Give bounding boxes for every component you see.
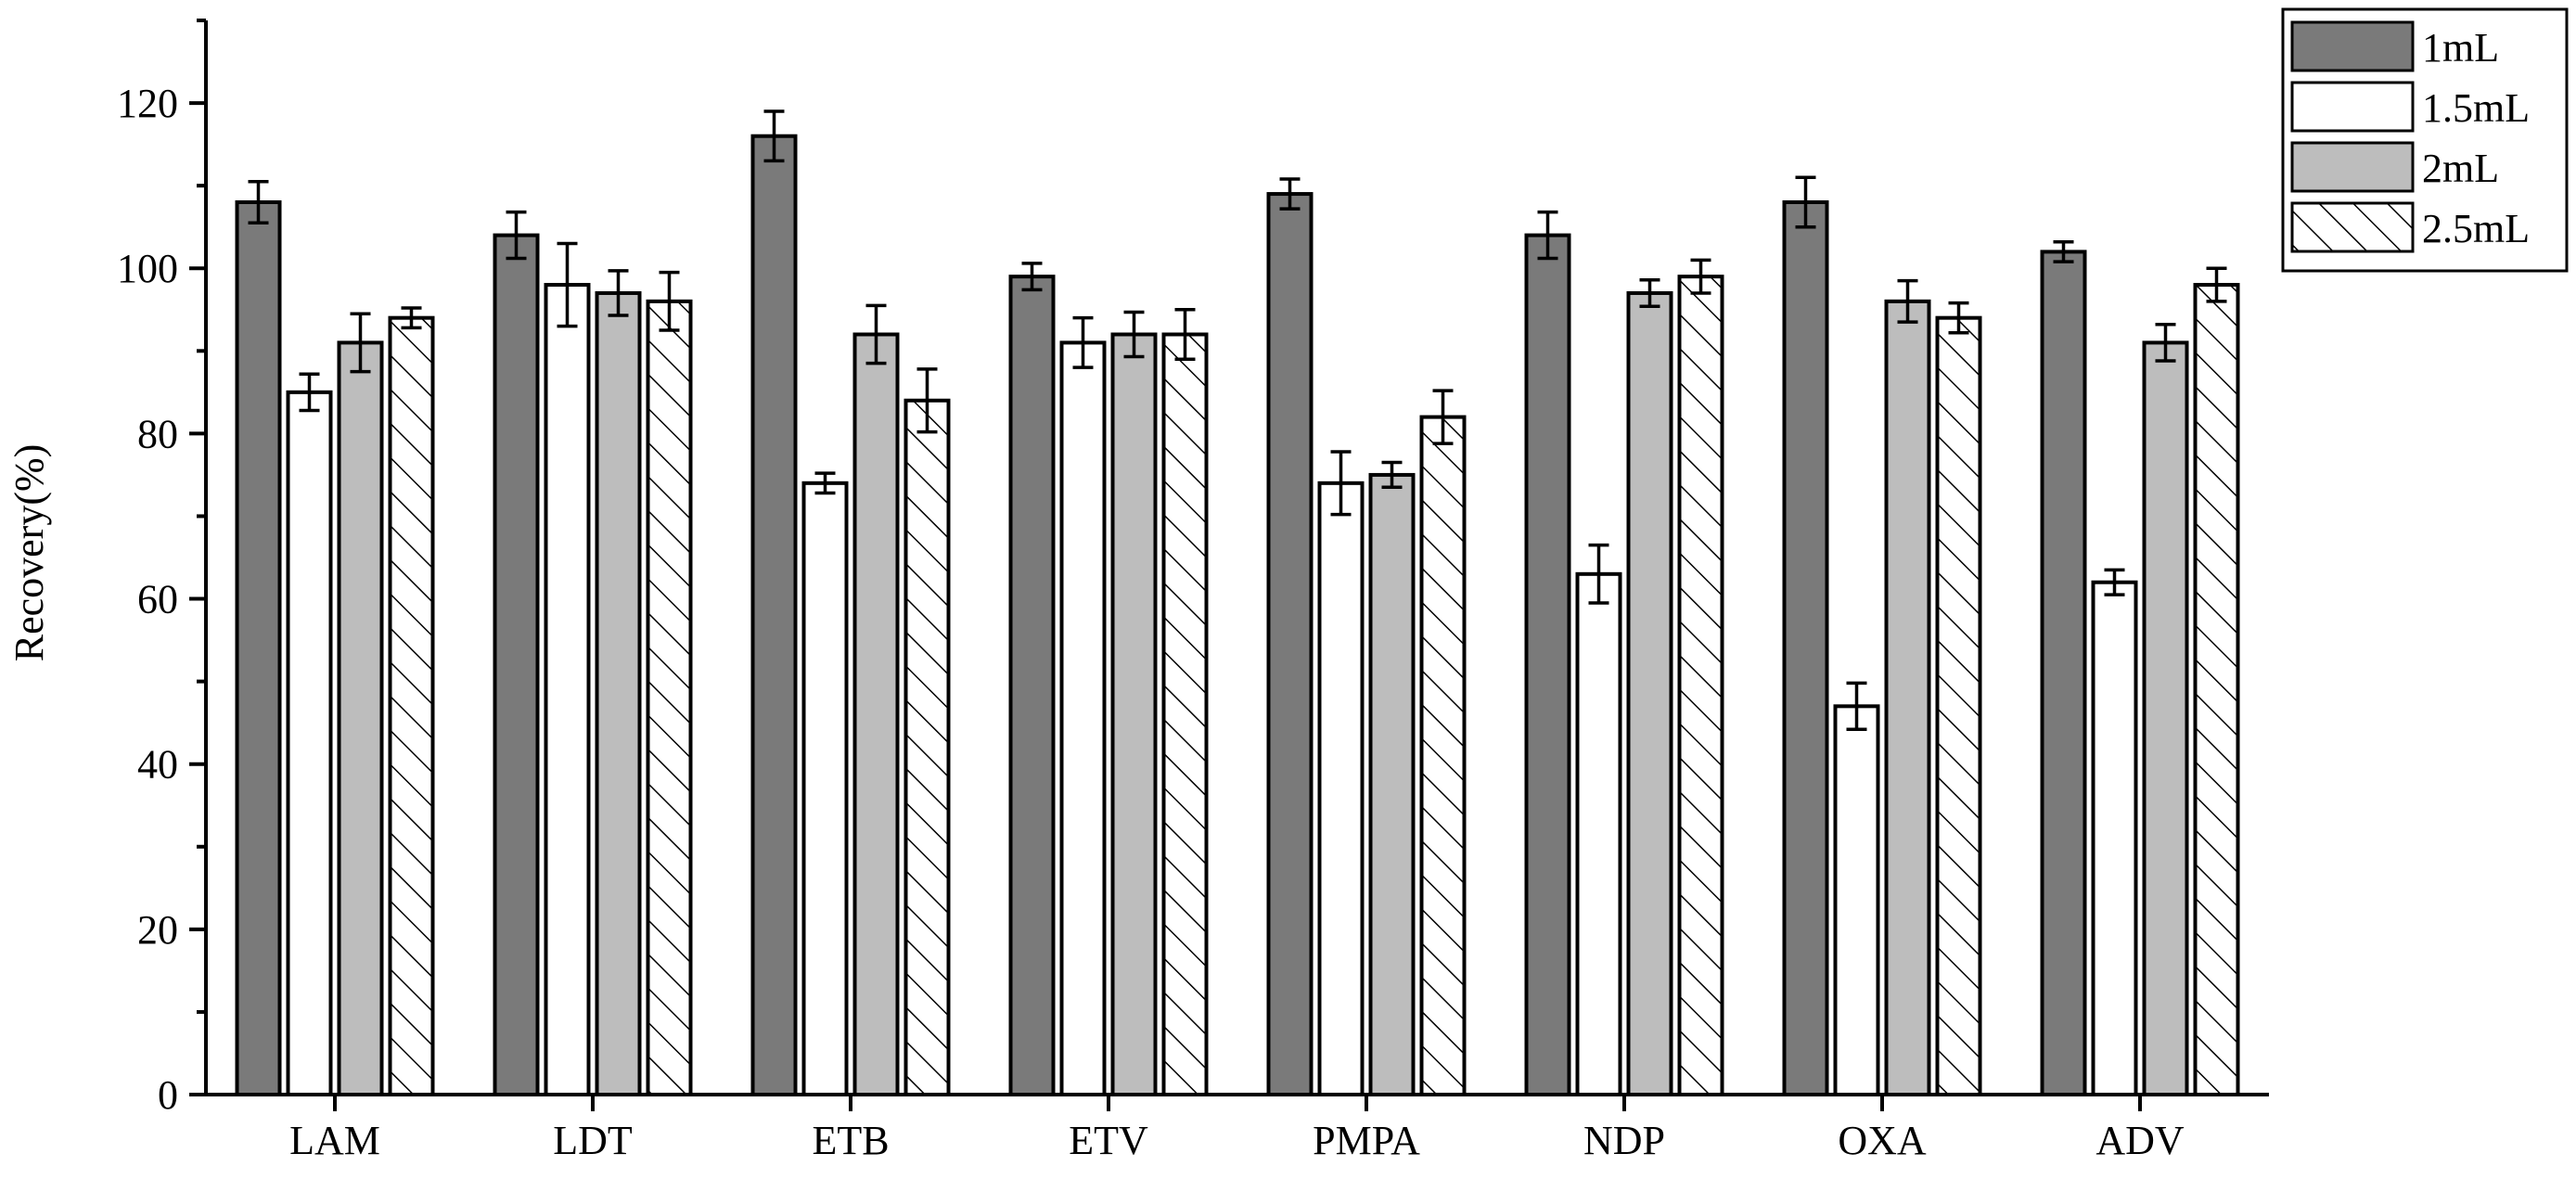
bar	[1833, 704, 1880, 1096]
bar	[1575, 571, 1622, 1096]
y-tick-label: 40	[137, 742, 178, 788]
y-tick-label: 20	[137, 907, 178, 953]
bar	[388, 315, 435, 1096]
bar	[1059, 340, 1107, 1096]
y-tick-label: 80	[137, 411, 178, 456]
bar	[1008, 275, 1056, 1096]
bar	[1626, 290, 1673, 1096]
y-axis-title: Recovery(%)	[6, 444, 52, 662]
bar	[2091, 580, 2138, 1096]
legend-swatch	[2290, 201, 2415, 253]
bar	[646, 299, 693, 1097]
bar	[1317, 481, 1365, 1096]
y-tick-label: 0	[158, 1072, 178, 1118]
y-tick-label: 60	[137, 577, 178, 622]
x-tick-label: ETB	[812, 1118, 889, 1163]
legend-label: 2.5mL	[2422, 206, 2530, 251]
bar	[235, 199, 282, 1096]
bar	[1782, 199, 1829, 1096]
bar	[1884, 299, 1931, 1097]
bar	[544, 283, 591, 1096]
y-tick-label: 100	[117, 246, 178, 291]
plot-area: 0 20 40 60 80 100 120 LAM LDT ETB ETV PMPA NDP OXA ADV	[117, 19, 2269, 1163]
x-tick-label: NDP	[1583, 1118, 1665, 1163]
x-tick-label: OXA	[1838, 1118, 1927, 1163]
bar	[1161, 332, 1209, 1096]
bar	[904, 398, 951, 1096]
bar	[493, 233, 540, 1097]
legend-swatch	[2290, 20, 2415, 72]
bar	[852, 332, 900, 1096]
x-tick-label: LDT	[553, 1118, 633, 1163]
legend: 1mL 1.5mL 2mL 2.5mL	[2281, 7, 2569, 273]
bar	[1419, 415, 1467, 1097]
legend-label: 1mL	[2422, 25, 2499, 70]
legend-label: 2mL	[2422, 146, 2499, 191]
bar	[2040, 250, 2087, 1096]
bar	[595, 290, 642, 1096]
x-tick-label: ETV	[1069, 1118, 1148, 1163]
bar	[337, 340, 384, 1096]
bar	[1368, 472, 1416, 1096]
legend-label: 1.5mL	[2422, 85, 2530, 131]
bar	[1266, 192, 1314, 1097]
legend-swatch	[2290, 141, 2415, 193]
bar	[1524, 233, 1571, 1097]
bar	[1110, 332, 1158, 1096]
bar	[1677, 275, 1724, 1096]
y-tick-label: 120	[117, 81, 178, 126]
x-tick-label: ADV	[2095, 1118, 2185, 1163]
x-tick-label: PMPA	[1313, 1118, 1420, 1163]
bar	[750, 134, 798, 1097]
x-tick-label: LAM	[289, 1118, 380, 1163]
bar	[801, 481, 849, 1096]
bar	[286, 390, 333, 1097]
bar	[1935, 315, 1982, 1096]
bar	[2193, 283, 2240, 1096]
bar	[2142, 340, 2189, 1096]
legend-swatch	[2290, 81, 2415, 133]
